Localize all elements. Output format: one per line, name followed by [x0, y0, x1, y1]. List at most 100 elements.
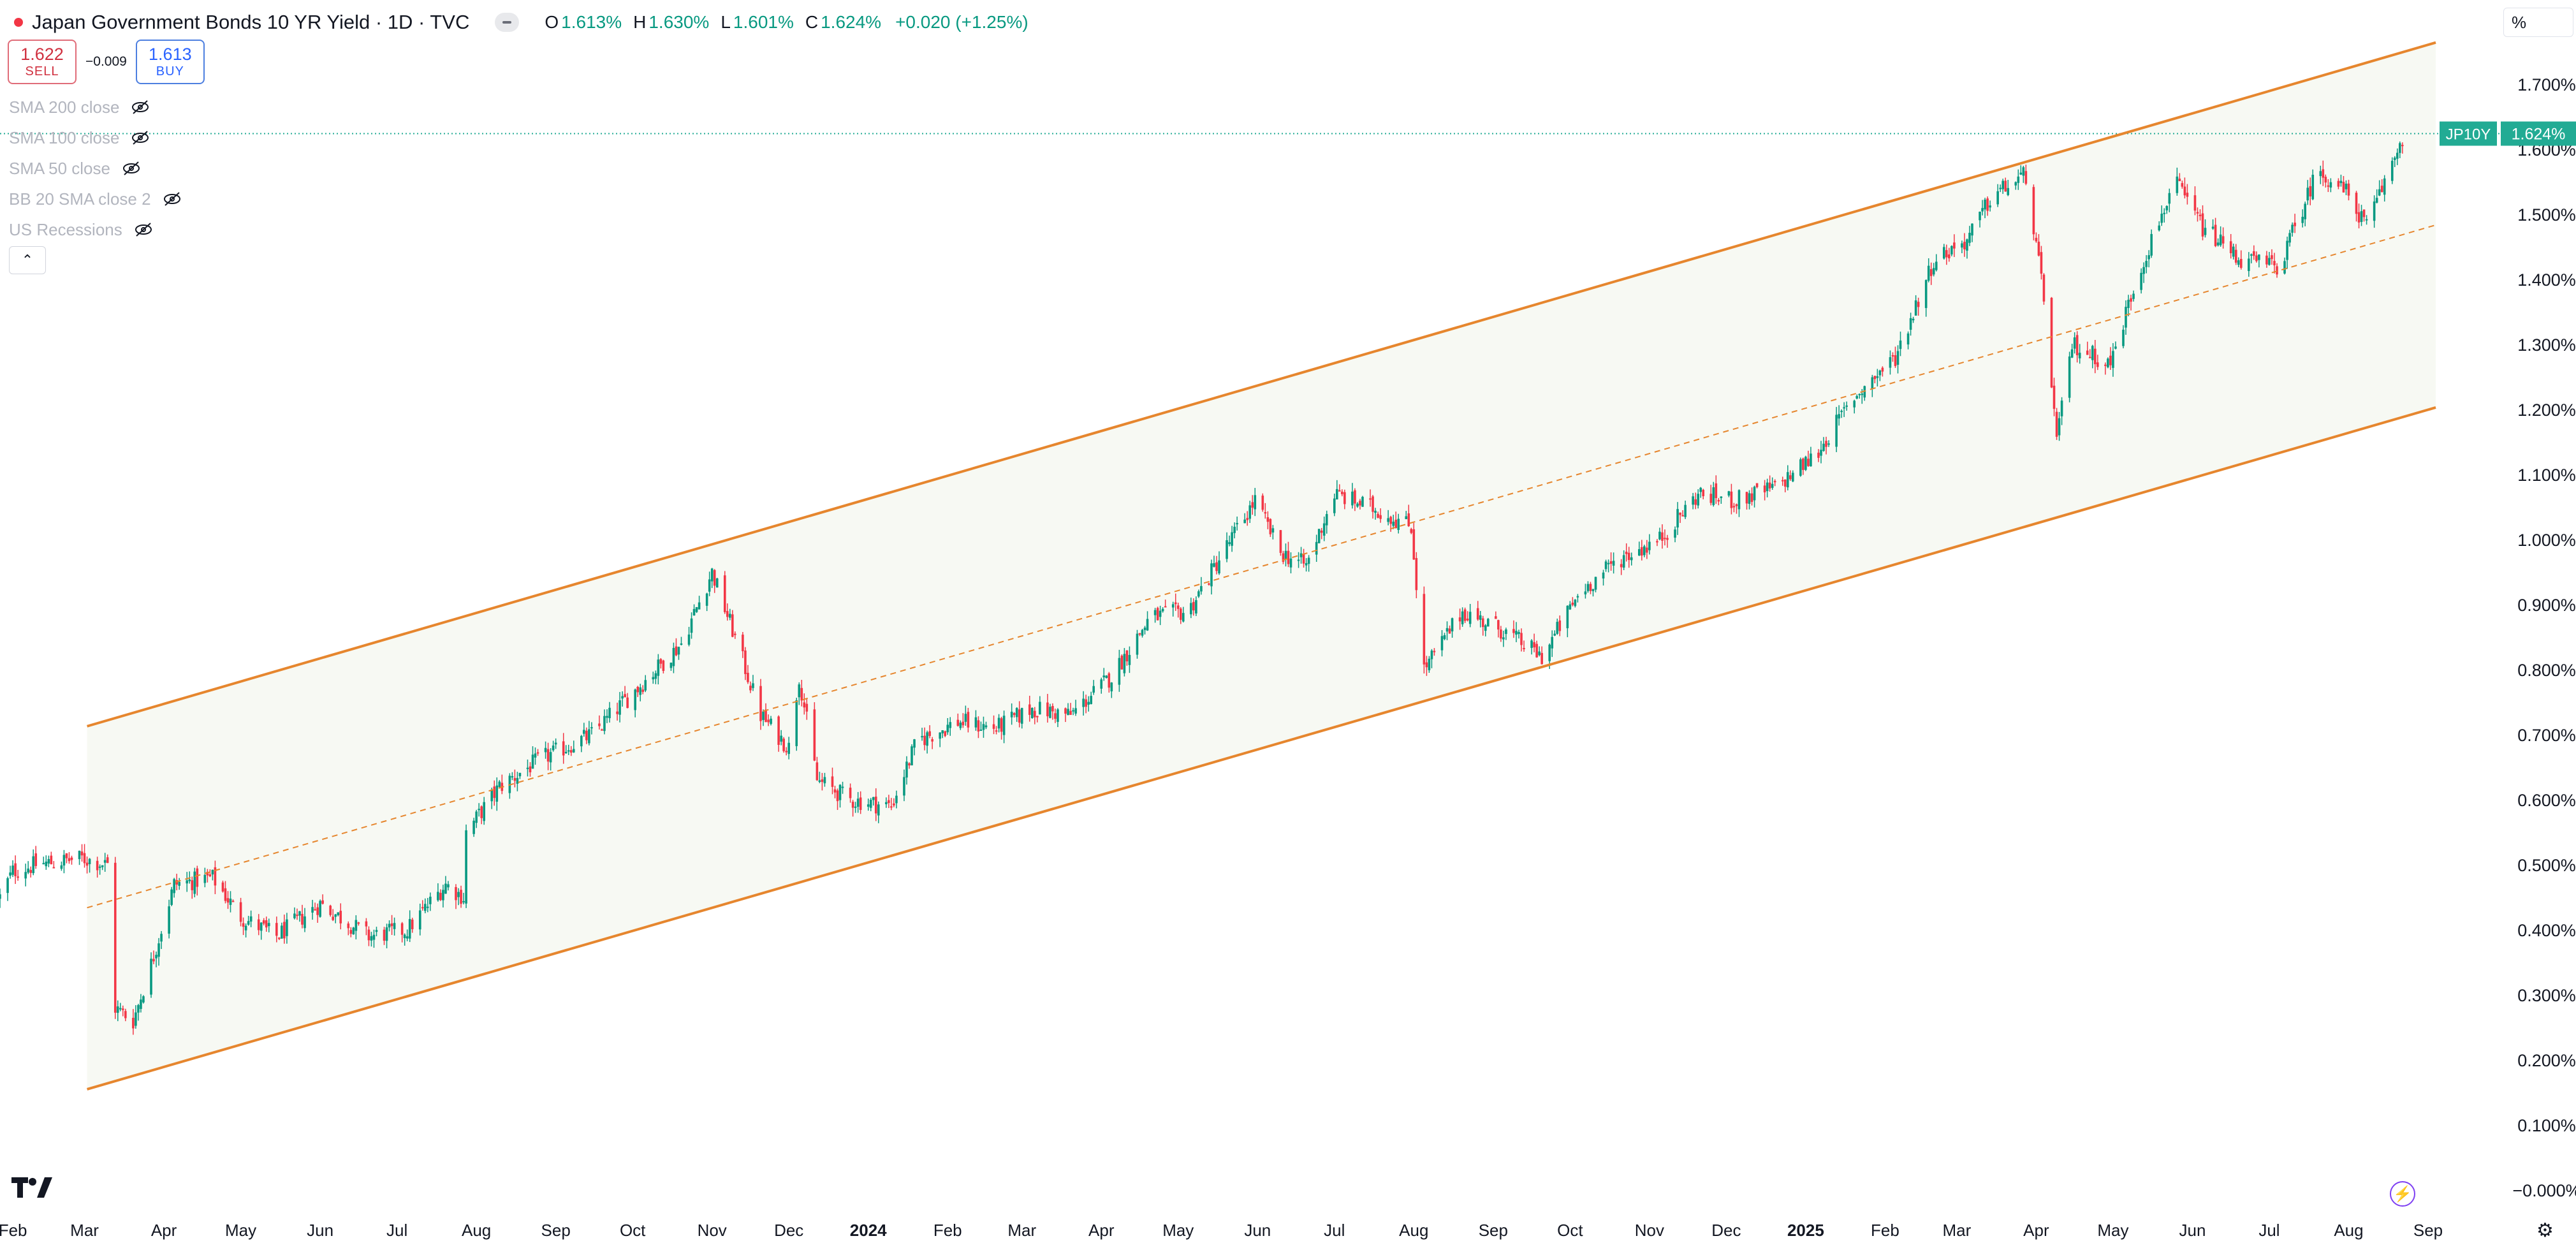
y-axis-tick-label: 1.500% — [2517, 205, 2576, 224]
indicator-sma-200[interactable]: SMA 200 close — [9, 92, 182, 122]
candle-body — [1763, 485, 1766, 493]
candle-body — [2078, 353, 2081, 358]
candle-body — [1822, 443, 1825, 452]
candle-body — [2329, 182, 2332, 188]
collapse-indicators-button[interactable]: ⌃ — [9, 246, 46, 274]
candle-body — [101, 865, 104, 867]
candle-body — [1853, 401, 1856, 408]
candle-body — [2088, 357, 2091, 358]
candle-body — [677, 647, 680, 655]
candle-body — [2181, 183, 2184, 187]
indicator-bb[interactable]: BB 20 SMA close 2 — [9, 184, 182, 214]
candle-body — [2253, 251, 2255, 256]
last-price-badge — [2501, 121, 2576, 146]
buy-label: BUY — [156, 64, 184, 78]
candle-body — [1932, 268, 1935, 275]
close-value: 1.624% — [821, 12, 882, 32]
hidden-eye-icon[interactable] — [163, 192, 182, 206]
lightning-icon[interactable]: ⚡ — [2390, 1181, 2415, 1207]
indicator-label: BB 20 SMA close 2 — [9, 189, 151, 209]
candle-body — [1317, 529, 1321, 543]
buy-button[interactable]: 1.613 BUY — [135, 40, 205, 84]
candle-body — [1648, 541, 1651, 550]
candle-body — [2201, 213, 2204, 237]
candle-body — [116, 1006, 119, 1013]
candle-body — [1484, 625, 1487, 631]
scale-mode-button[interactable]: % — [2503, 8, 2573, 37]
candle-body — [1141, 629, 1144, 636]
candle-body — [549, 752, 552, 763]
candle-body — [418, 910, 421, 930]
collapse-legend-button[interactable] — [495, 13, 520, 32]
candle-body — [1064, 708, 1067, 714]
candle-body — [2319, 171, 2322, 177]
candle-body — [1138, 633, 1141, 635]
candle-body — [818, 780, 821, 782]
candle-body — [1407, 513, 1410, 527]
hidden-eye-icon[interactable] — [131, 131, 150, 145]
channel-lower-line — [87, 406, 2436, 1091]
x-axis-tick-label: 2024 — [850, 1221, 887, 1240]
candle-body — [226, 898, 230, 903]
candle-body — [332, 916, 334, 920]
candle-body — [1694, 499, 1697, 505]
candle-body — [562, 741, 565, 756]
candle-body — [2373, 201, 2376, 221]
candle-body — [2053, 385, 2056, 409]
tradingview-logo[interactable] — [11, 1173, 52, 1206]
candle-body — [242, 923, 245, 927]
candle-body — [68, 858, 71, 862]
candle-body — [211, 869, 214, 875]
sell-button[interactable]: 1.622 SELL — [8, 40, 77, 84]
hidden-eye-icon[interactable] — [122, 161, 141, 175]
candle-body — [1361, 497, 1364, 507]
indicator-sma-50[interactable]: SMA 50 close — [9, 153, 182, 184]
candle-body — [1118, 658, 1121, 685]
candle-body — [1307, 557, 1310, 564]
candle-body — [1630, 557, 1633, 561]
candle-body — [1369, 498, 1372, 500]
indicator-us-recessions[interactable]: US Recessions — [9, 214, 182, 245]
candle-body — [854, 806, 857, 808]
indicator-sma-100[interactable]: SMA 100 close — [9, 122, 182, 153]
candle-body — [1284, 550, 1287, 560]
candle-body — [2068, 356, 2071, 398]
candle-body — [1558, 620, 1562, 631]
channel-upper-line — [87, 41, 2436, 728]
candle-body — [2339, 180, 2343, 184]
candle-body — [27, 868, 29, 873]
candle-body — [1996, 191, 1999, 205]
candle-body — [1423, 594, 1426, 665]
candle-body — [65, 853, 68, 858]
gear-icon[interactable]: ⚙ — [2536, 1220, 2554, 1241]
symbol-title[interactable]: Japan Government Bonds 10 YR Yield · 1D … — [32, 11, 470, 33]
candle-body — [816, 762, 819, 781]
candle-body — [1658, 531, 1661, 540]
candle-body — [2229, 241, 2232, 254]
hidden-eye-icon[interactable] — [131, 100, 150, 114]
candle-body — [403, 934, 406, 939]
candle-body — [734, 633, 736, 635]
candle-body — [747, 672, 749, 682]
candle-body — [1773, 481, 1776, 483]
sell-price: 1.622 — [20, 45, 64, 64]
candle-body — [1200, 585, 1203, 592]
candle-body — [1153, 610, 1157, 615]
candle-body — [1305, 562, 1308, 566]
candle-body — [1036, 716, 1039, 717]
candle-body — [311, 907, 314, 913]
candle-body — [193, 871, 196, 894]
candle-body — [1612, 561, 1615, 566]
candle-body — [231, 901, 235, 902]
candle-body — [444, 883, 447, 894]
candle-body — [1069, 710, 1072, 715]
candle-body — [472, 820, 475, 834]
candle-body — [47, 859, 50, 864]
hidden-eye-icon[interactable] — [134, 223, 153, 237]
candle-body — [442, 890, 444, 901]
candle-body — [314, 909, 316, 911]
candle-body — [1863, 386, 1866, 398]
candle-body — [723, 575, 726, 612]
y-axis-tick-label: 1.100% — [2517, 466, 2576, 485]
